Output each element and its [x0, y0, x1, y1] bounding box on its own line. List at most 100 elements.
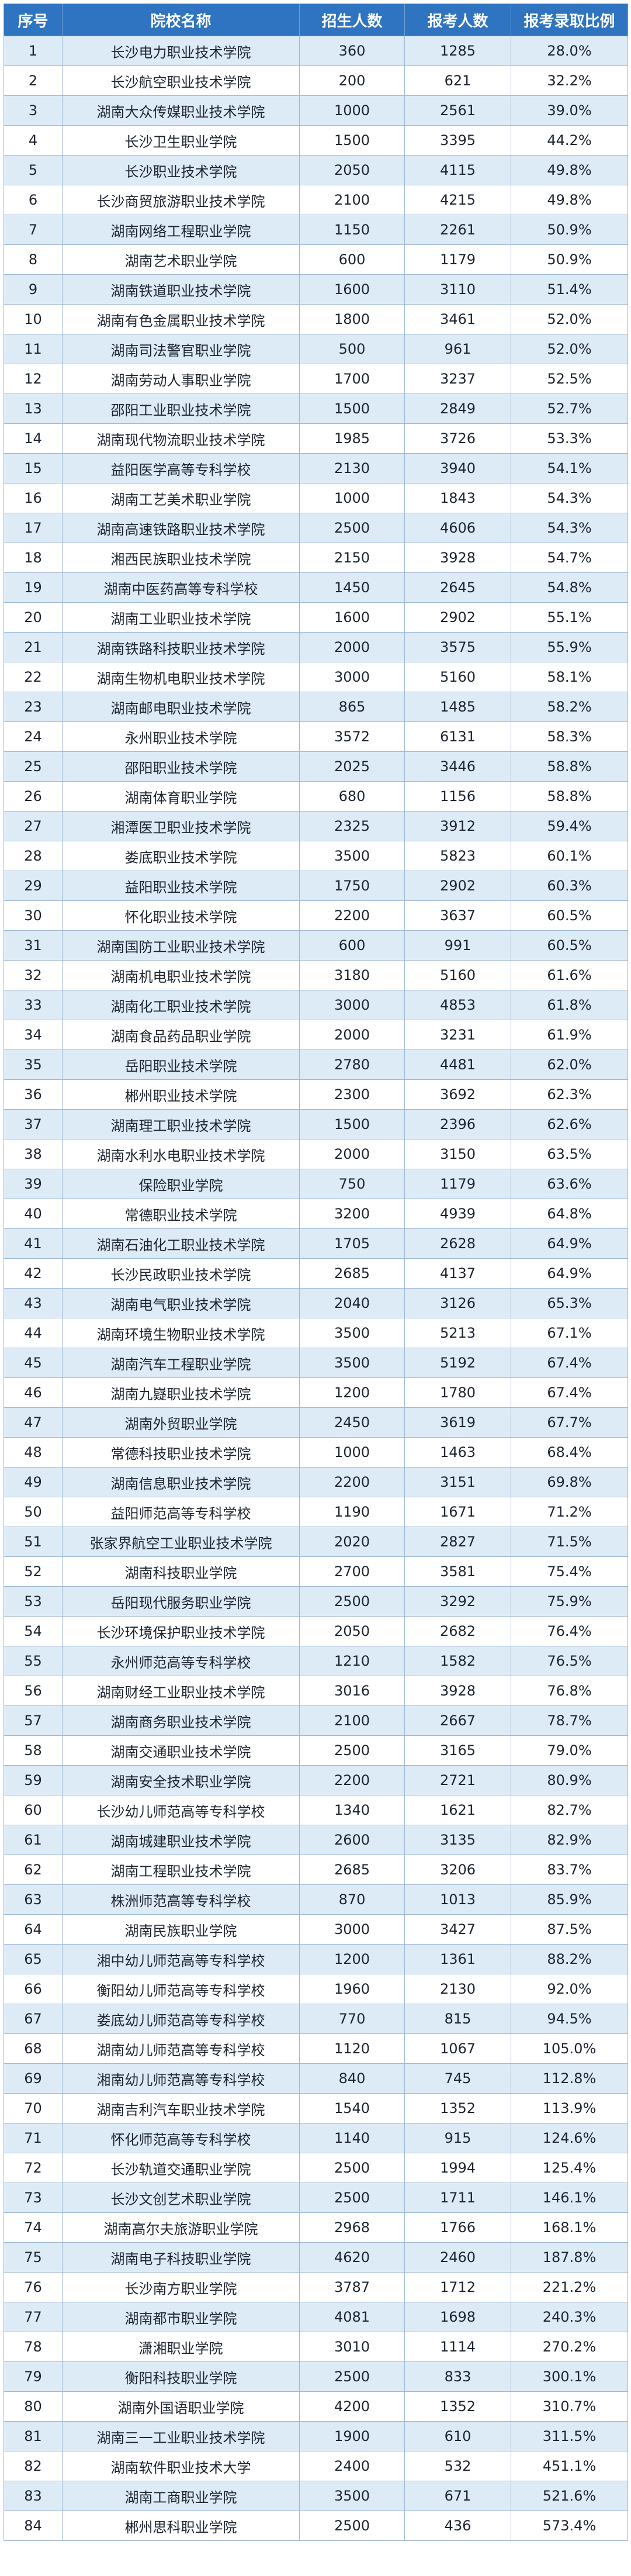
cell-ratio: 67.7%: [511, 1407, 628, 1438]
cell-ratio: 310.7%: [511, 2391, 628, 2422]
cell-enrollment: 1000: [299, 95, 405, 126]
cell-ratio: 52.0%: [511, 304, 628, 334]
cell-school-name: 娄底职业技术学院: [62, 841, 300, 871]
table-row: 58 湖南交通职业技术学院 2500 3165 79.0%: [4, 1735, 628, 1766]
cell-index: 62: [4, 1855, 63, 1885]
cell-school-name: 岳阳现代服务职业学院: [62, 1586, 300, 1617]
cell-applicants: 3135: [404, 1825, 511, 1855]
cell-ratio: 58.1%: [511, 662, 628, 692]
cell-ratio: 61.9%: [511, 1020, 628, 1050]
cell-ratio: 68.4%: [511, 1437, 628, 1467]
cell-ratio: 60.5%: [511, 900, 628, 931]
cell-enrollment: 1000: [299, 483, 405, 513]
cell-index: 51: [4, 1527, 63, 1557]
cell-enrollment: 2200: [299, 900, 405, 931]
cell-ratio: 58.8%: [511, 751, 628, 782]
table-row: 74 湖南高尔夫旅游职业学院 2968 1766 168.1%: [4, 2212, 628, 2243]
cell-applicants: 3575: [404, 632, 511, 662]
cell-applicants: 3126: [404, 1288, 511, 1318]
cell-applicants: 436: [404, 2511, 511, 2541]
table-row: 67 娄底幼儿师范高等专科学校 770 815 94.5%: [4, 2004, 628, 2034]
table-row: 83 湖南工商职业学院 3500 671 521.6%: [4, 2481, 628, 2511]
cell-school-name: 湘中幼儿师范高等专科学校: [62, 1944, 300, 1974]
cell-enrollment: 2300: [299, 1079, 405, 1110]
cell-applicants: 1994: [404, 2153, 511, 2183]
cell-enrollment: 1210: [299, 1646, 405, 1676]
cell-applicants: 3427: [404, 1914, 511, 1945]
cell-enrollment: 1150: [299, 215, 405, 245]
cell-index: 56: [4, 1676, 63, 1706]
cell-applicants: 2902: [404, 602, 511, 633]
cell-index: 7: [4, 215, 63, 245]
cell-enrollment: 1600: [299, 602, 405, 633]
cell-school-name: 湘南幼儿师范高等专科学校: [62, 2063, 300, 2094]
cell-enrollment: 1700: [299, 364, 405, 394]
cell-ratio: 55.1%: [511, 602, 628, 633]
table-row: 76 长沙南方职业学院 3787 1712 221.2%: [4, 2272, 628, 2302]
table-row: 15 益阳医学高等专科学校 2130 3940 54.1%: [4, 453, 628, 484]
cell-enrollment: 2000: [299, 1139, 405, 1169]
cell-applicants: 3237: [404, 364, 511, 394]
cell-applicants: 4606: [404, 513, 511, 543]
header-index: 序号: [4, 4, 63, 36]
cell-school-name: 湘西民族职业技术学院: [62, 543, 300, 573]
cell-school-name: 湖南信息职业技术学院: [62, 1467, 300, 1497]
cell-index: 59: [4, 1765, 63, 1795]
table-row: 33 湖南化工职业技术学院 3000 4853 61.8%: [4, 990, 628, 1020]
table-row: 7 湖南网络工程职业学院 1150 2261 50.9%: [4, 215, 628, 245]
cell-applicants: 991: [404, 930, 511, 961]
cell-school-name: 湖南化工职业技术学院: [62, 990, 300, 1020]
table-row: 45 湖南汽车工程职业学院 3500 5192 67.4%: [4, 1348, 628, 1378]
cell-ratio: 451.1%: [511, 2451, 628, 2481]
table-row: 82 湖南软件职业技术大学 2400 532 451.1%: [4, 2451, 628, 2481]
cell-index: 55: [4, 1646, 63, 1676]
table-row: 81 湖南三一工业职业技术学院 1900 610 311.5%: [4, 2421, 628, 2451]
cell-applicants: 1352: [404, 2093, 511, 2123]
cell-ratio: 60.5%: [511, 930, 628, 961]
table-row: 42 长沙民政职业技术学院 2685 4137 64.9%: [4, 1258, 628, 1289]
cell-ratio: 311.5%: [511, 2421, 628, 2451]
cell-index: 43: [4, 1288, 63, 1318]
cell-enrollment: 1600: [299, 274, 405, 305]
cell-applicants: 2396: [404, 1109, 511, 1139]
cell-index: 14: [4, 423, 63, 454]
admission-ratio-table: 序号 院校名称 招生人数 报考人数 报考录取比例 1 长沙电力职业技术学院 360 1…: [4, 4, 628, 2541]
cell-index: 50: [4, 1497, 63, 1527]
cell-ratio: 270.2%: [511, 2332, 628, 2362]
cell-enrollment: 750: [299, 1169, 405, 1199]
cell-school-name: 张家界航空工业职业技术学院: [62, 1527, 300, 1557]
header-ratio: 报考录取比例: [511, 4, 628, 36]
cell-school-name: 湖南民族职业学院: [62, 1914, 300, 1945]
cell-school-name: 湖南艺术职业学院: [62, 244, 300, 275]
header-row: 序号 院校名称 招生人数 报考人数 报考录取比例: [4, 4, 628, 36]
cell-applicants: 3928: [404, 1676, 511, 1706]
cell-ratio: 76.4%: [511, 1616, 628, 1646]
cell-applicants: 3206: [404, 1855, 511, 1885]
cell-school-name: 湖南幼儿师范高等专科学校: [62, 2033, 300, 2064]
cell-enrollment: 2780: [299, 1049, 405, 1080]
table-row: 68 湖南幼儿师范高等专科学校 1120 1067 105.0%: [4, 2033, 628, 2064]
cell-enrollment: 770: [299, 2004, 405, 2034]
cell-school-name: 湖南高速铁路职业技术学院: [62, 513, 300, 543]
cell-applicants: 4481: [404, 1049, 511, 1080]
cell-ratio: 55.9%: [511, 632, 628, 662]
cell-ratio: 54.3%: [511, 483, 628, 513]
cell-applicants: 833: [404, 2361, 511, 2392]
cell-school-name: 株洲师范高等专科学校: [62, 1884, 300, 1915]
cell-school-name: 湖南国防工业职业技术学院: [62, 930, 300, 961]
cell-ratio: 573.4%: [511, 2511, 628, 2541]
cell-index: 12: [4, 364, 63, 394]
cell-ratio: 60.1%: [511, 841, 628, 871]
cell-school-name: 湖南铁道职业技术学院: [62, 274, 300, 305]
table-row: 72 长沙轨道交通职业学院 2500 1994 125.4%: [4, 2153, 628, 2183]
cell-ratio: 52.7%: [511, 393, 628, 424]
cell-applicants: 815: [404, 2004, 511, 2034]
cell-ratio: 49.8%: [511, 155, 628, 185]
cell-enrollment: 3000: [299, 990, 405, 1020]
cell-enrollment: 1960: [299, 1974, 405, 2004]
cell-enrollment: 1500: [299, 125, 405, 156]
cell-applicants: 610: [404, 2421, 511, 2451]
cell-ratio: 64.9%: [511, 1258, 628, 1289]
cell-index: 19: [4, 572, 63, 603]
cell-school-name: 湖南工业职业技术学院: [62, 602, 300, 633]
